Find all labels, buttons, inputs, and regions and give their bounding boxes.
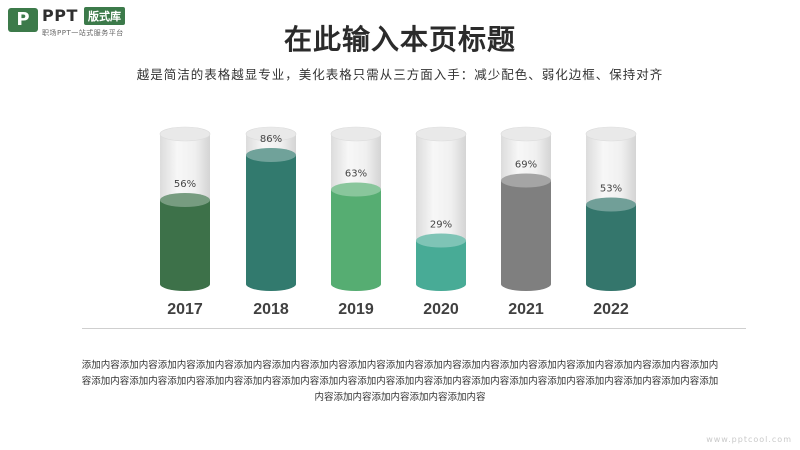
- data-label: 29%: [430, 220, 452, 231]
- bar-top: [416, 233, 466, 248]
- bar: [160, 200, 210, 284]
- page-subtitle: 越是简洁的表格越显专业，美化表格只需从三方面入手：减少配色、弱化边框、保持对齐: [136, 67, 664, 82]
- logo-tag: 版式库: [84, 7, 125, 25]
- body-text: 添加内容添加内容添加内容添加内容添加内容添加内容添加内容添加内容添加内容添加内容…: [81, 360, 719, 403]
- brand-logo: P PPT 版式库 职场PPT一站式服务平台: [8, 6, 158, 40]
- data-label: 56%: [174, 179, 196, 190]
- category-label: 2019: [338, 301, 374, 318]
- cylinder-glass-top: [585, 126, 637, 142]
- bar-top: [501, 173, 551, 188]
- data-label: 63%: [345, 169, 367, 180]
- cylinder-bar-chart: 56% 2017 86% 2018 63% 2019 29% 2020 69% 2021 53% 20…: [159, 126, 637, 318]
- data-label: 86%: [260, 134, 282, 145]
- cylinder-group: 53% 2022: [585, 126, 637, 318]
- cylinder-group: 86% 2018: [245, 126, 297, 318]
- data-label: 53%: [600, 184, 622, 195]
- category-label: 2017: [167, 301, 203, 318]
- category-label: 2020: [423, 301, 459, 318]
- chart-divider: [82, 328, 746, 329]
- category-label: 2021: [508, 301, 544, 318]
- cylinder-glass-top: [500, 126, 552, 142]
- data-label: 69%: [515, 160, 537, 171]
- logo-mark: P: [8, 8, 38, 32]
- category-label: 2022: [593, 301, 629, 318]
- bar: [501, 180, 551, 284]
- logo-name: PPT: [42, 6, 78, 25]
- cylinder-glass-top: [415, 126, 467, 142]
- bar-top: [331, 182, 381, 197]
- bar: [416, 240, 466, 284]
- cylinder-glass-top: [159, 126, 211, 142]
- bar: [246, 155, 296, 284]
- logo-subtitle: 职场PPT一站式服务平台: [42, 29, 124, 37]
- cylinder-group: 29% 2020: [415, 126, 467, 318]
- page-title: 在此输入本页标题: [283, 23, 516, 56]
- bar-top: [160, 193, 210, 207]
- bar: [331, 189, 381, 284]
- cylinder-glass-top: [245, 126, 297, 142]
- bar-top: [586, 197, 636, 212]
- cylinder-group: 56% 2017: [159, 126, 211, 318]
- category-label: 2018: [253, 301, 289, 318]
- bar: [586, 204, 636, 284]
- cylinder-group: 69% 2021: [500, 126, 552, 318]
- bar-top: [246, 148, 296, 162]
- watermark: www.pptcool.com: [706, 435, 792, 444]
- cylinder-glass-top: [330, 126, 382, 142]
- cylinder-group: 63% 2019: [330, 126, 382, 318]
